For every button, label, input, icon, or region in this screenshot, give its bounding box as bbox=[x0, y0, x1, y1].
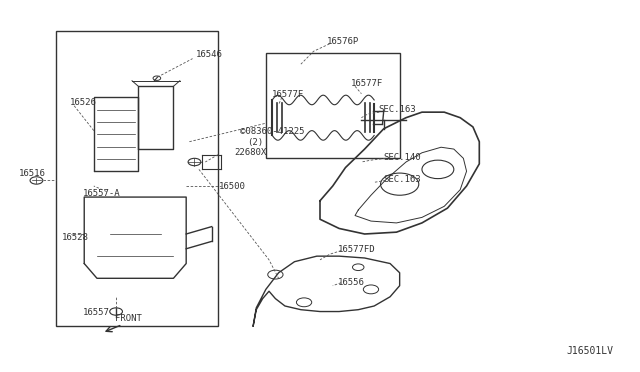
Text: 16516: 16516 bbox=[19, 169, 46, 177]
Text: 16500: 16500 bbox=[220, 182, 246, 191]
Text: J16501LV: J16501LV bbox=[566, 346, 613, 356]
Text: ©08360-41225: ©08360-41225 bbox=[241, 127, 305, 136]
Text: SEC.140: SEC.140 bbox=[384, 153, 421, 162]
Bar bbox=[56, 31, 218, 326]
Text: (2): (2) bbox=[246, 138, 263, 147]
Bar bbox=[266, 53, 399, 158]
Text: SEC.163: SEC.163 bbox=[379, 105, 416, 114]
Text: FRONT: FRONT bbox=[115, 314, 141, 323]
Text: 16577F: 16577F bbox=[272, 90, 305, 99]
Text: 16577FD: 16577FD bbox=[338, 245, 376, 254]
Text: 16526: 16526 bbox=[70, 99, 97, 108]
Text: SEC.163: SEC.163 bbox=[384, 175, 421, 184]
Text: 16577F: 16577F bbox=[351, 79, 383, 88]
Text: 16546: 16546 bbox=[196, 51, 223, 60]
Text: 16557-A: 16557-A bbox=[83, 189, 120, 198]
Text: 16576P: 16576P bbox=[326, 37, 358, 46]
Text: 16528: 16528 bbox=[62, 233, 89, 242]
Text: 16556: 16556 bbox=[338, 278, 365, 287]
Text: 16557: 16557 bbox=[83, 308, 110, 317]
Text: 22680X: 22680X bbox=[234, 148, 266, 157]
